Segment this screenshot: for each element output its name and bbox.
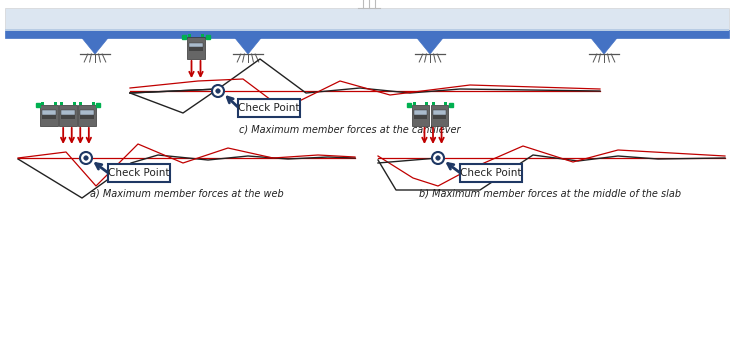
Bar <box>432 110 446 115</box>
Text: Check Point: Check Point <box>239 103 299 113</box>
Bar <box>412 105 429 126</box>
Bar <box>189 43 203 47</box>
Bar <box>59 105 76 126</box>
Bar <box>188 34 191 37</box>
Bar <box>92 102 95 105</box>
Bar <box>61 115 75 119</box>
Polygon shape <box>82 38 108 54</box>
Bar <box>41 102 44 105</box>
Bar <box>80 110 94 115</box>
Circle shape <box>432 152 444 164</box>
Bar <box>5 30 729 38</box>
Text: Check Point: Check Point <box>460 168 522 178</box>
Bar <box>413 102 415 105</box>
Bar <box>42 110 56 115</box>
Polygon shape <box>591 38 617 54</box>
Bar <box>432 102 435 105</box>
Bar <box>5 29 729 31</box>
Text: c) Maximum member forces at the cantilever: c) Maximum member forces at the cantilev… <box>239 124 461 134</box>
Polygon shape <box>417 38 443 54</box>
FancyBboxPatch shape <box>108 164 170 182</box>
Text: b) Maximum member forces at the middle of the slab: b) Maximum member forces at the middle o… <box>419 188 681 198</box>
Bar <box>432 115 446 119</box>
Bar <box>187 37 205 59</box>
Circle shape <box>436 156 440 160</box>
Bar <box>79 102 82 105</box>
Bar <box>5 8 729 30</box>
Bar <box>414 115 427 119</box>
Text: Check Point: Check Point <box>108 168 170 178</box>
Circle shape <box>80 152 92 164</box>
Circle shape <box>212 85 224 97</box>
Bar <box>60 102 63 105</box>
Bar <box>61 110 75 115</box>
Bar <box>425 102 428 105</box>
Bar <box>444 102 447 105</box>
Bar <box>414 110 427 115</box>
Polygon shape <box>235 38 261 54</box>
Bar <box>42 115 56 119</box>
Circle shape <box>84 156 88 160</box>
Bar <box>54 102 57 105</box>
Circle shape <box>216 89 220 93</box>
Bar <box>80 115 94 119</box>
Bar <box>40 105 57 126</box>
Bar <box>189 47 203 51</box>
FancyBboxPatch shape <box>460 164 522 182</box>
Bar <box>73 102 76 105</box>
Bar <box>431 105 448 126</box>
Text: a) Maximum member forces at the web: a) Maximum member forces at the web <box>90 188 284 198</box>
Bar <box>79 105 95 126</box>
Bar <box>201 34 204 37</box>
FancyBboxPatch shape <box>238 99 300 117</box>
